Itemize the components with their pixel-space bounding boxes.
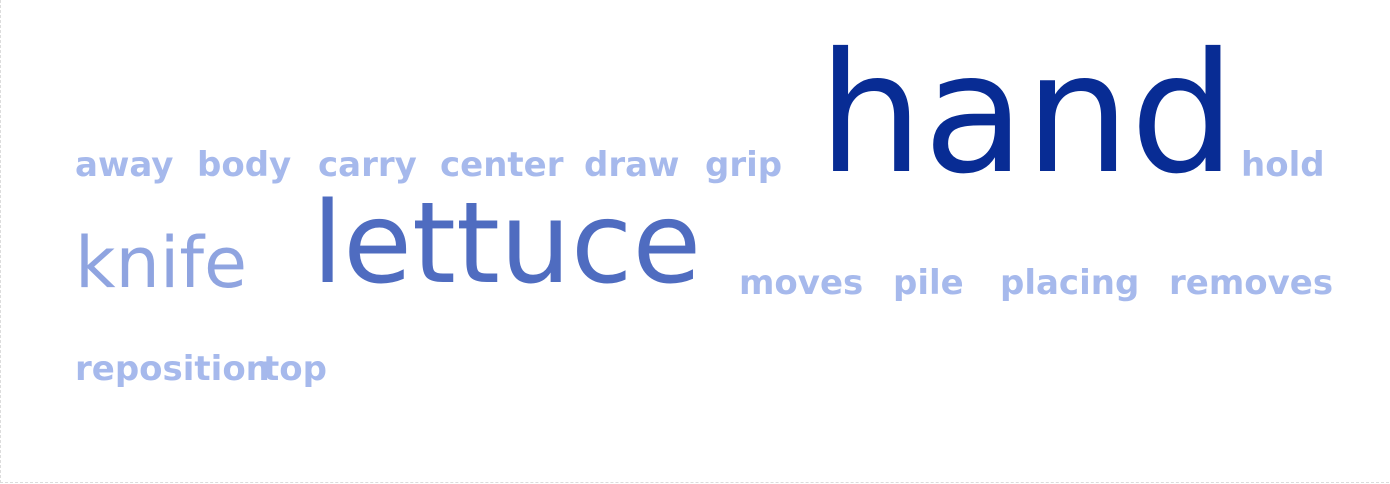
tag-top[interactable]: top bbox=[263, 349, 327, 389]
tag-moves[interactable]: moves bbox=[739, 263, 864, 303]
tag-away[interactable]: away bbox=[75, 145, 174, 185]
tag-draw[interactable]: draw bbox=[584, 145, 680, 185]
tag-lettuce[interactable]: lettuce bbox=[312, 179, 702, 309]
tag-knife[interactable]: knife bbox=[75, 222, 248, 304]
tag-body[interactable]: body bbox=[197, 145, 292, 185]
tag-grip[interactable]: grip bbox=[705, 145, 783, 185]
tag-placing[interactable]: placing bbox=[1000, 263, 1140, 303]
tag-hand[interactable]: hand bbox=[818, 18, 1236, 211]
tag-pile[interactable]: pile bbox=[893, 263, 964, 303]
tag-reposition[interactable]: reposition bbox=[75, 349, 270, 389]
tag-carry[interactable]: carry bbox=[318, 145, 417, 185]
tag-hold[interactable]: hold bbox=[1241, 145, 1325, 185]
tag-center[interactable]: center bbox=[440, 145, 564, 185]
tag-removes[interactable]: removes bbox=[1169, 263, 1334, 303]
